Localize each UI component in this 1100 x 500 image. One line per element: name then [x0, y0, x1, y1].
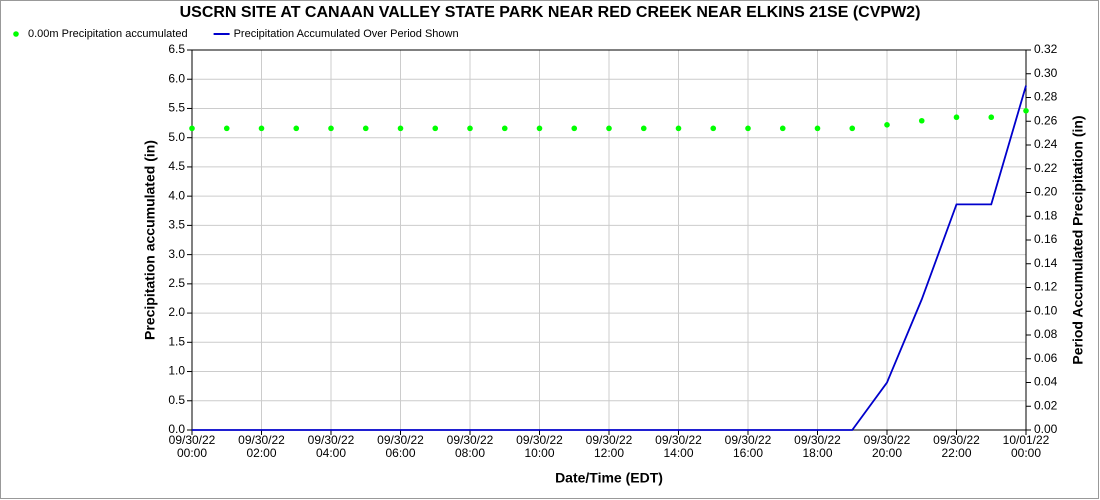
y-tick-label: 6.0	[168, 71, 185, 85]
y2-tick-label: 0.32	[1034, 42, 1058, 56]
point	[988, 114, 995, 121]
point	[953, 114, 960, 121]
point	[849, 125, 856, 132]
point	[467, 125, 473, 132]
point	[710, 125, 717, 132]
point	[571, 125, 578, 132]
point	[328, 125, 334, 132]
point	[189, 125, 195, 132]
y-tick-label: 2.5	[168, 276, 185, 290]
point	[884, 122, 890, 128]
chart-title: USCRN SITE AT CANAAN VALLEY STATE PARK N…	[180, 4, 921, 21]
y2-tick-label: 0.02	[1034, 398, 1058, 412]
x-tick-label: 09/30/22 20:00	[863, 433, 911, 460]
point	[223, 125, 230, 132]
y2-tick-label: 0.18	[1034, 208, 1058, 222]
y-tick-label: 4.0	[168, 188, 185, 202]
y-axis-title: Precipitation accumulated (in)	[142, 140, 158, 340]
point	[1023, 108, 1029, 114]
x-tick-label: 09/30/22 08:00	[446, 433, 494, 460]
point	[640, 125, 647, 132]
point	[745, 125, 751, 132]
line	[192, 85, 1027, 431]
x-axis-title: Date/Time (EDT)	[555, 470, 663, 486]
y2-tick-label: 0.08	[1034, 327, 1058, 341]
x-tick-label: 09/30/22 18:00	[794, 433, 841, 460]
x-tick-label: 09/30/22 14:00	[655, 433, 702, 460]
x-tick-label: 09/30/22 12:00	[585, 433, 633, 460]
point	[397, 125, 404, 132]
y2-tick-label: 0.22	[1034, 161, 1058, 175]
legend-label: 0.00m Precipitation accumulated	[28, 28, 188, 40]
y-tick-label: 0.5	[168, 393, 185, 407]
y2-tick-label: 0.00	[1034, 422, 1058, 436]
legend-marker	[13, 31, 19, 37]
y-tick-label: 1.5	[168, 334, 185, 348]
x-tick-label: 09/30/22 04:00	[307, 433, 355, 460]
y-tick-label: 2.0	[168, 305, 185, 319]
point	[501, 125, 508, 132]
point	[814, 125, 821, 132]
point	[258, 125, 265, 132]
point	[675, 125, 682, 132]
y-tick-label: 1.0	[168, 364, 185, 378]
x-tick-label: 09/30/22 16:00	[724, 433, 772, 460]
y2-tick-label: 0.20	[1034, 185, 1058, 199]
y-tick-label: 5.0	[168, 130, 185, 144]
y2-tick-label: 0.04	[1034, 375, 1058, 389]
y-tick-label: 3.5	[168, 218, 185, 232]
y-tick-label: 5.5	[168, 101, 185, 115]
x-tick-label: 10/01/22 00:00	[1002, 433, 1050, 460]
x-tick-label: 09/30/22 10:00	[516, 433, 563, 460]
y-tick-label: 0.0	[168, 422, 185, 436]
y2-tick-label: 0.26	[1034, 113, 1058, 127]
y2-tick-label: 0.06	[1034, 351, 1058, 365]
y2-tick-label: 0.24	[1034, 137, 1058, 151]
y-tick-label: 6.5	[168, 42, 185, 56]
y2-tick-label: 0.14	[1034, 256, 1058, 270]
point	[779, 125, 786, 132]
y2-tick-label: 0.10	[1034, 303, 1058, 317]
x-tick-label: 09/30/22 06:00	[377, 433, 424, 460]
point	[918, 117, 925, 124]
x-tick-label: 09/30/22 02:00	[238, 433, 285, 460]
y2-tick-label: 0.28	[1034, 90, 1058, 104]
point	[362, 125, 369, 132]
y2-tick-label: 0.16	[1034, 232, 1058, 246]
x-tick-label: 09/30/22 22:00	[933, 433, 980, 460]
y2-tick-label: 0.30	[1034, 66, 1058, 80]
y2-tick-label: 0.12	[1034, 280, 1058, 294]
point	[293, 125, 300, 132]
y-tick-label: 3.0	[168, 247, 185, 261]
legend-label: Precipitation Accumulated Over Period Sh…	[234, 28, 459, 40]
x-tick-label: 09/30/22 00:00	[168, 433, 216, 460]
y-tick-label: 4.5	[168, 159, 185, 173]
point	[536, 125, 543, 132]
point	[432, 125, 439, 132]
point	[606, 125, 612, 132]
y2-axis-title: Period Accumulated Precipitation (in)	[1070, 115, 1086, 364]
